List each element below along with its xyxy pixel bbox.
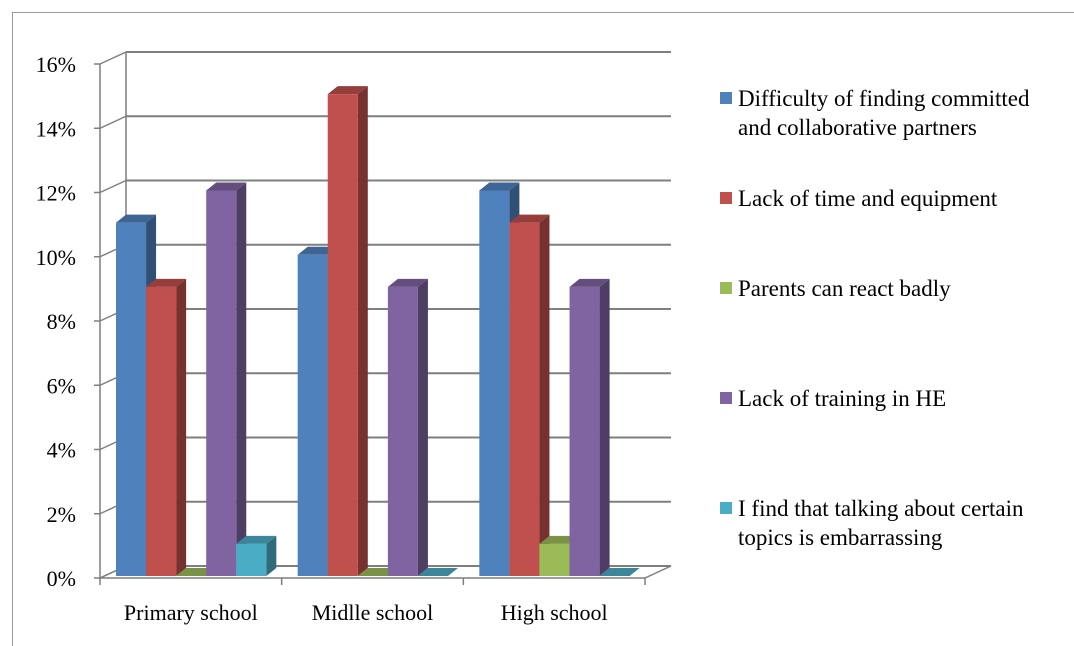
legend-item: Difficulty of finding committed and coll… xyxy=(720,84,1065,142)
bar-top xyxy=(297,246,338,255)
bar-top xyxy=(387,278,428,287)
legend-label: Parents can react badly xyxy=(738,276,951,301)
gridline-side xyxy=(99,179,127,194)
bar xyxy=(599,568,640,576)
legend-item: Lack of time and equipment xyxy=(720,184,997,213)
bar-top xyxy=(599,568,640,576)
bar xyxy=(206,182,247,576)
y-tick-label: 16% xyxy=(36,52,76,77)
bar-top xyxy=(479,182,520,191)
legend-item: Parents can react badly xyxy=(720,274,951,303)
legend-item: I find that talking about certain topics… xyxy=(720,494,1065,552)
y-tick-label: 0% xyxy=(47,566,76,591)
x-tick-label: Midlle school xyxy=(312,600,434,625)
x-tick-labels: Primary school Midlle school High school xyxy=(124,600,608,625)
bar-top xyxy=(206,182,247,191)
legend-label: Lack of time and equipment xyxy=(738,186,998,211)
y-tick-labels: 0% 2% 4% 6% 8% 10% 12% 14% 16% xyxy=(36,52,76,591)
bar-front xyxy=(146,286,177,576)
y-tick-label: 14% xyxy=(36,116,76,141)
bar-front xyxy=(327,94,358,576)
legend-item: Lack of training in HE xyxy=(720,384,946,413)
bar-side xyxy=(599,278,610,576)
bar-top xyxy=(417,568,458,576)
bar-front xyxy=(297,254,328,576)
bar-side xyxy=(417,278,428,576)
gridline-side xyxy=(99,115,127,129)
legend-swatch xyxy=(720,502,732,514)
bar xyxy=(509,214,550,576)
legend-swatch xyxy=(720,92,732,104)
bar xyxy=(327,86,368,576)
bar-front xyxy=(236,543,267,576)
bar-side xyxy=(539,214,550,576)
bar-top xyxy=(176,568,217,576)
bar-side xyxy=(357,86,368,576)
bar-front xyxy=(509,222,540,576)
y-tick-label: 4% xyxy=(47,438,76,463)
chart-frame xyxy=(12,12,1074,646)
bar-side xyxy=(176,278,187,576)
legend-swatch xyxy=(720,392,732,404)
legend-swatch xyxy=(720,192,732,204)
bar-front xyxy=(539,543,570,576)
bar-front xyxy=(387,286,418,576)
bar-top xyxy=(509,214,550,223)
bar-side xyxy=(266,535,277,576)
legend-swatch xyxy=(720,282,732,294)
y-tick-label: 12% xyxy=(36,181,76,206)
bar xyxy=(569,278,610,576)
bar xyxy=(146,278,187,576)
bar-top xyxy=(327,86,368,95)
y-tick-label: 8% xyxy=(47,309,76,334)
legend-label: Difficulty of finding committed and coll… xyxy=(738,86,1030,140)
bar-side xyxy=(236,182,247,576)
gridline-side xyxy=(99,51,127,65)
y-tick-label: 2% xyxy=(47,502,76,527)
bar-top xyxy=(146,278,187,287)
x-tick-label: Primary school xyxy=(124,600,258,625)
bar-top xyxy=(116,214,157,223)
bar-top xyxy=(539,535,580,544)
bar-top xyxy=(236,535,277,544)
bar-front xyxy=(569,286,600,576)
bar xyxy=(417,568,458,576)
legend-label: I find that talking about certain topics… xyxy=(738,496,1024,550)
bar xyxy=(387,278,428,576)
y-tick-label: 10% xyxy=(36,245,76,270)
bar xyxy=(176,568,217,576)
bar-front xyxy=(479,190,510,576)
bar-front xyxy=(206,190,237,576)
bar-top xyxy=(569,278,610,287)
x-tick-label: High school xyxy=(501,600,608,625)
bar xyxy=(357,568,398,576)
bars xyxy=(116,86,640,576)
legend-label: Lack of training in HE xyxy=(738,386,947,411)
bar-top xyxy=(357,568,398,576)
y-tick-label: 6% xyxy=(47,373,76,398)
bar xyxy=(236,535,277,576)
bar-front xyxy=(116,222,147,576)
